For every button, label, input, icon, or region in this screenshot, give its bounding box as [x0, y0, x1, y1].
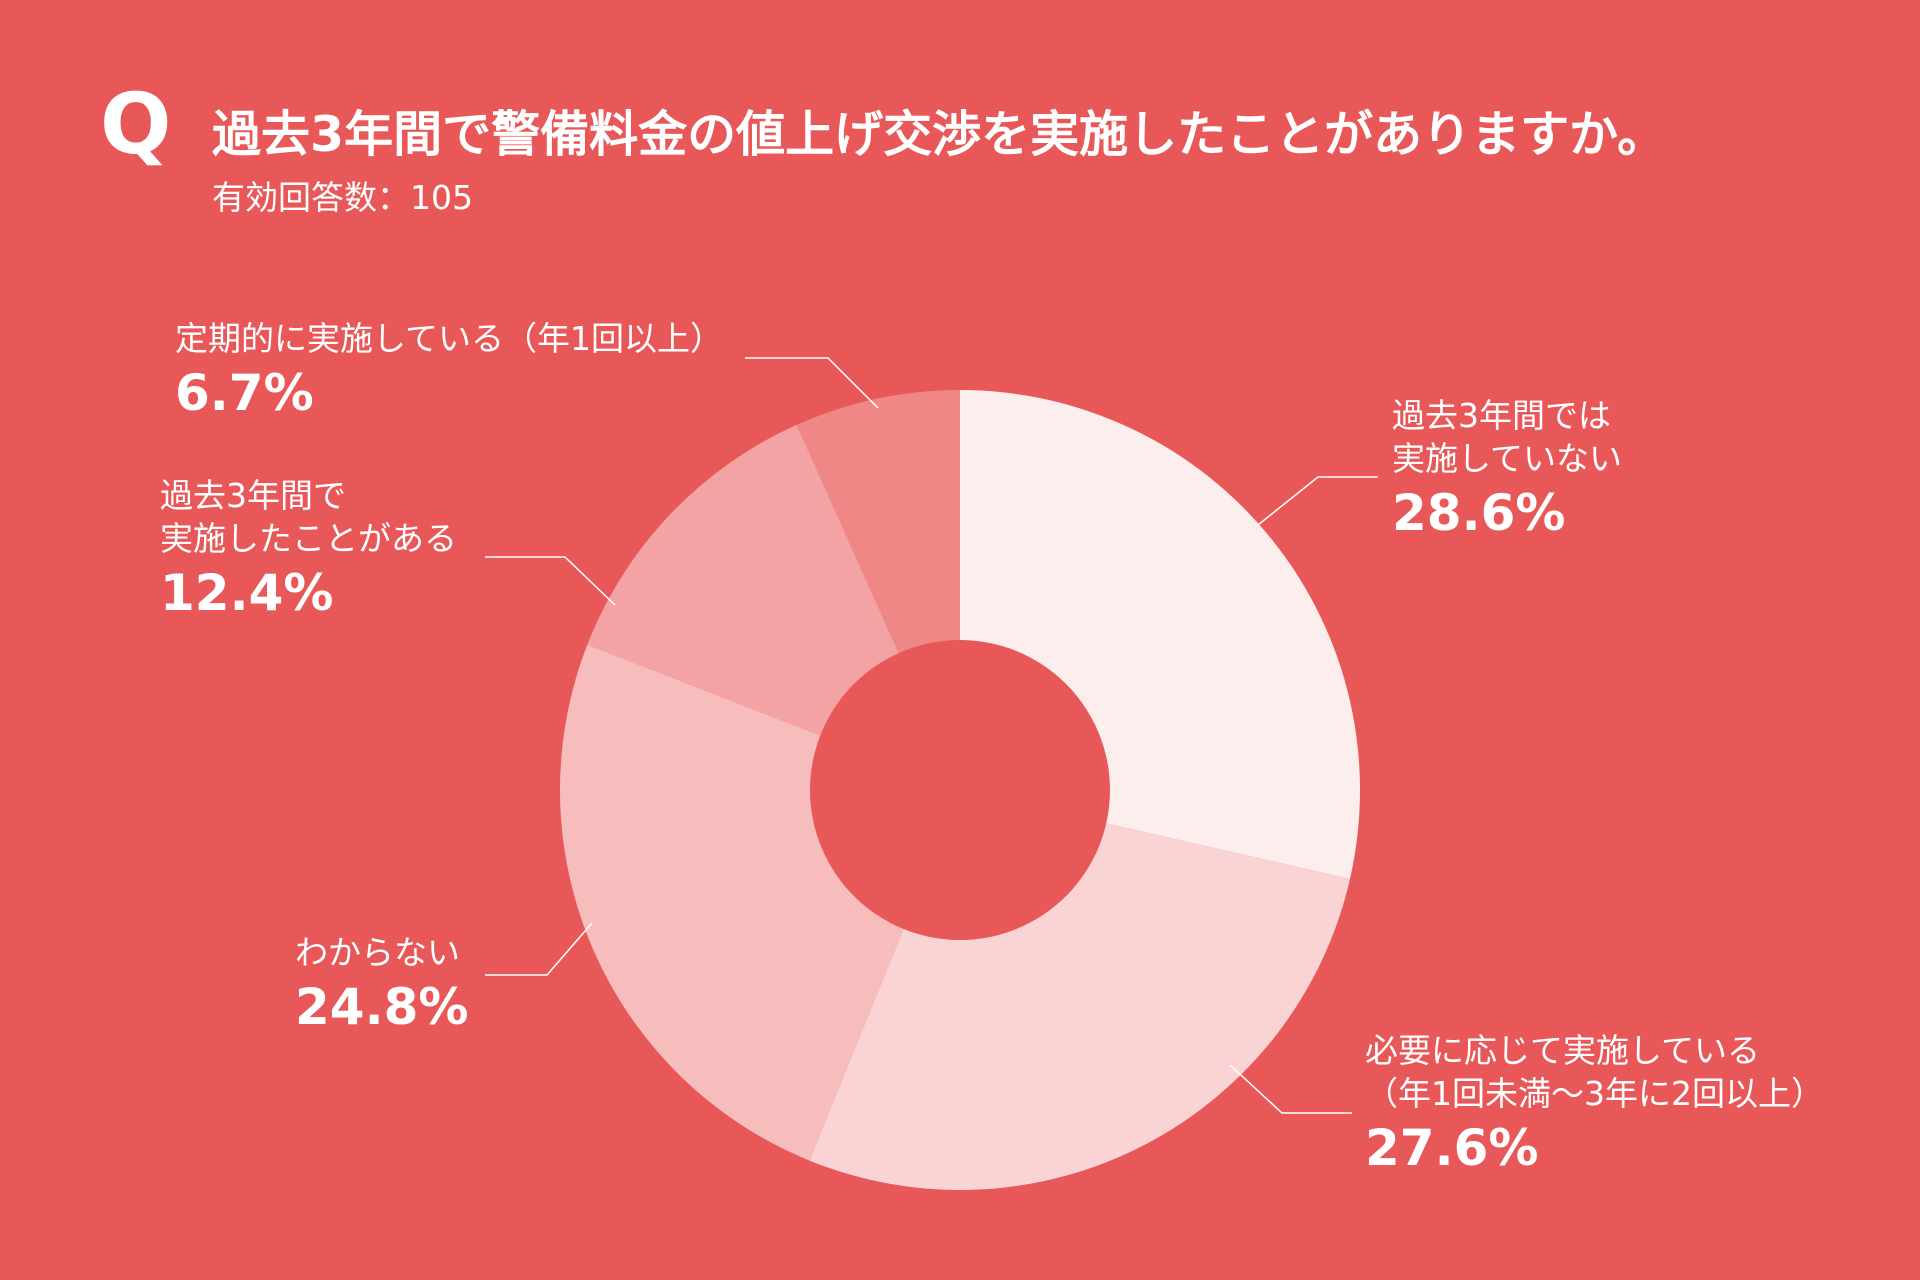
label-line: わからない: [295, 933, 460, 972]
leader-line: [485, 922, 593, 976]
percentage-value: 12.4%: [160, 563, 334, 622]
percentage-value: 28.6%: [1392, 483, 1566, 542]
label-implemented-past: 過去3年間で 実施したことがある 12.4%: [160, 475, 457, 626]
slice-as-needed: [809, 823, 1350, 1190]
leader-line: [485, 556, 616, 606]
question-mark-label: Q: [100, 75, 172, 173]
slice-not-implemented: [960, 390, 1360, 880]
leader-line: [745, 357, 879, 409]
label-unknown: わからない 24.8%: [295, 932, 468, 1040]
leader-line: [1257, 476, 1378, 526]
percentage-value: 24.8%: [295, 977, 469, 1036]
label-line: 実施したことがある: [160, 518, 457, 558]
leader-line: [1229, 1064, 1352, 1114]
slice-regular: [796, 390, 960, 654]
slice-unknown: [560, 644, 904, 1161]
label-line: 過去3年間で: [160, 476, 346, 515]
slice-implemented-past: [587, 424, 899, 736]
label-line: 実施していない: [1392, 438, 1623, 478]
label-line: 過去3年間では: [1392, 396, 1611, 435]
percentage-value: 6.7%: [175, 363, 314, 422]
label-line: 必要に応じて実施している: [1365, 1031, 1761, 1070]
label-line: （年1回未満〜3年に2回以上）: [1365, 1073, 1824, 1113]
percentage-value: 27.6%: [1365, 1118, 1539, 1177]
label-as-needed: 必要に応じて実施している （年1回未満〜3年に2回以上） 27.6%: [1365, 1030, 1824, 1181]
label-line: 定期的に実施している（年1回以上）: [175, 319, 724, 358]
chart-title: 過去3年間で警備料金の値上げ交渉を実施したことがありますか。: [212, 106, 1667, 163]
response-count: 有効回答数：105: [212, 178, 473, 217]
label-regular: 定期的に実施している（年1回以上） 6.7%: [175, 318, 723, 426]
label-not-implemented: 過去3年間では 実施していない 28.6%: [1392, 395, 1622, 546]
